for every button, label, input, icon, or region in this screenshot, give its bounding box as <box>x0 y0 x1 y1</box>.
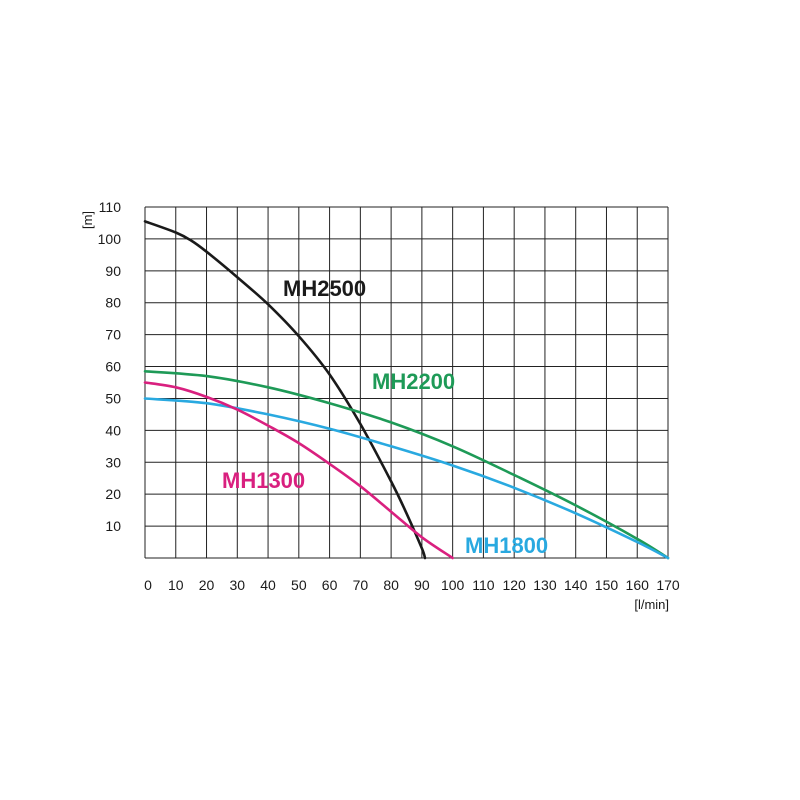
x-tick-label: 10 <box>168 577 184 593</box>
y-tick-label: 60 <box>105 359 121 375</box>
x-tick-label: 20 <box>199 577 215 593</box>
series-label-mh1800: MH1800 <box>465 533 548 558</box>
y-tick-label: 80 <box>105 295 121 311</box>
x-tick-label: 60 <box>322 577 338 593</box>
x-tick-label: 150 <box>595 577 619 593</box>
x-tick-label: 120 <box>502 577 526 593</box>
series-line-mh2500 <box>143 220 427 560</box>
y-axis-unit-label: [m] <box>80 211 95 229</box>
y-tick-label: 10 <box>105 518 121 534</box>
series-label-mh2500: MH2500 <box>283 276 366 301</box>
y-tick-label: 110 <box>99 199 122 215</box>
y-tick-label: 90 <box>105 263 121 279</box>
y-tick-label: 100 <box>98 231 122 247</box>
x-tick-label: 130 <box>533 577 557 593</box>
x-tick-label: 50 <box>291 577 307 593</box>
x-tick-label: 170 <box>656 577 680 593</box>
series-curves <box>143 220 670 560</box>
x-tick-label: 30 <box>230 577 246 593</box>
series-line-mh2200 <box>143 370 670 560</box>
x-tick-label: 0 <box>144 577 152 593</box>
x-tick-label: 100 <box>441 577 465 593</box>
series-label-mh1300: MH1300 <box>222 468 305 493</box>
x-tick-label: 160 <box>626 577 650 593</box>
series-label-mh2200: MH2200 <box>372 369 455 394</box>
x-tick-label: 90 <box>414 577 430 593</box>
x-tick-label: 70 <box>353 577 369 593</box>
x-axis-ticks: 0 10 20 30 40 50 60 70 80 90 100 110 120 130 140 150 160… <box>144 577 680 593</box>
y-tick-label: 70 <box>105 327 121 343</box>
y-tick-label: 40 <box>105 422 121 438</box>
x-tick-label: 140 <box>564 577 588 593</box>
y-axis-ticks: 10 20 30 40 50 60 70 80 90 100 110 <box>98 199 122 534</box>
y-tick-label: 20 <box>105 486 121 502</box>
y-tick-label: 50 <box>105 390 121 406</box>
x-tick-label: 40 <box>260 577 276 593</box>
x-tick-label: 110 <box>472 577 495 593</box>
x-axis-unit-label: [l/min] <box>634 597 669 612</box>
series-line-mh1300 <box>143 381 454 560</box>
x-tick-label: 80 <box>383 577 399 593</box>
y-tick-label: 30 <box>105 454 121 470</box>
series-line-mh1800 <box>143 397 670 560</box>
series-labels: MH2500 MH2200 MH1800 MH1300 <box>222 276 548 558</box>
